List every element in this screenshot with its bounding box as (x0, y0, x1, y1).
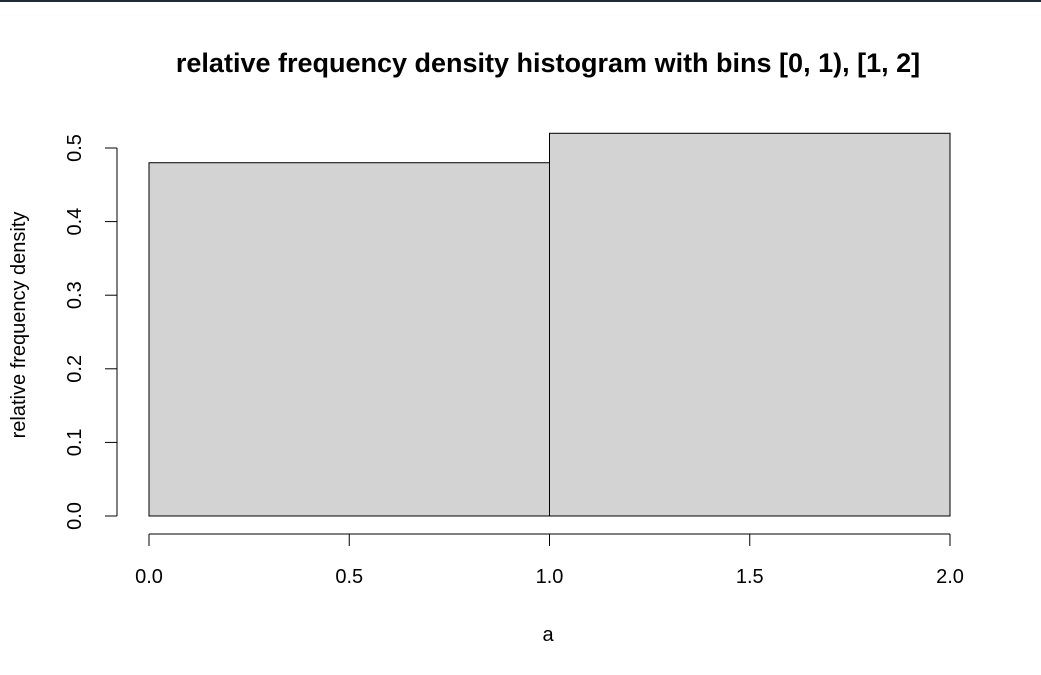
y-tick-label: 0.5 (64, 134, 86, 162)
x-tick-label: 1.5 (736, 566, 764, 588)
y-tick-label: 0.1 (64, 428, 86, 456)
histogram-bar-1 (148, 162, 550, 517)
x-tick-label: 1.0 (536, 566, 564, 588)
x-tick-label: 0.5 (335, 566, 363, 588)
x-tick-label: 2.0 (936, 566, 964, 588)
y-tick-label: 0.3 (64, 281, 86, 309)
y-tick-label: 0.0 (64, 502, 86, 530)
x-axis: 0.0 0.5 1.0 1.5 2.0 (135, 533, 964, 588)
y-axis-label: relative frequency density (8, 212, 30, 439)
top-border (0, 0, 1041, 2)
chart-title: relative frequency density histogram wit… (176, 48, 920, 78)
bars-group (148, 132, 951, 517)
x-tick-label: 0.0 (135, 566, 163, 588)
y-tick-label: 0.4 (64, 208, 86, 236)
y-tick-label: 0.2 (64, 355, 86, 383)
histogram-bar-2 (549, 132, 951, 517)
x-axis-label: a (542, 624, 554, 646)
y-axis: 0.0 0.1 0.2 0.3 0.4 0.5 (64, 134, 118, 530)
